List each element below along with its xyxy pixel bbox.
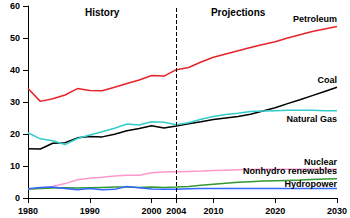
svg-text:Coal: Coal	[317, 75, 337, 85]
svg-text:2000: 2000	[142, 206, 162, 216]
svg-text:2004: 2004	[166, 206, 186, 216]
svg-text:10: 10	[10, 161, 20, 171]
svg-text:30: 30	[10, 97, 20, 107]
svg-text:50: 50	[10, 33, 20, 43]
svg-text:Nuclear: Nuclear	[304, 157, 338, 167]
svg-text:60: 60	[10, 1, 20, 11]
svg-text:0: 0	[15, 193, 20, 203]
svg-text:Petroleum: Petroleum	[293, 14, 337, 24]
svg-text:1990: 1990	[80, 206, 100, 216]
svg-text:2030: 2030	[327, 206, 347, 216]
svg-text:2010: 2010	[203, 206, 223, 216]
svg-text:History: History	[85, 7, 120, 18]
svg-text:2020: 2020	[265, 206, 285, 216]
svg-text:40: 40	[10, 65, 20, 75]
svg-text:Natural Gas: Natural Gas	[286, 114, 337, 124]
svg-text:Nonhydro renewables: Nonhydro renewables	[243, 166, 337, 176]
svg-text:1980: 1980	[18, 206, 38, 216]
svg-text:20: 20	[10, 129, 20, 139]
svg-text:Hydropower: Hydropower	[284, 179, 337, 189]
svg-text:Projections: Projections	[211, 7, 266, 18]
